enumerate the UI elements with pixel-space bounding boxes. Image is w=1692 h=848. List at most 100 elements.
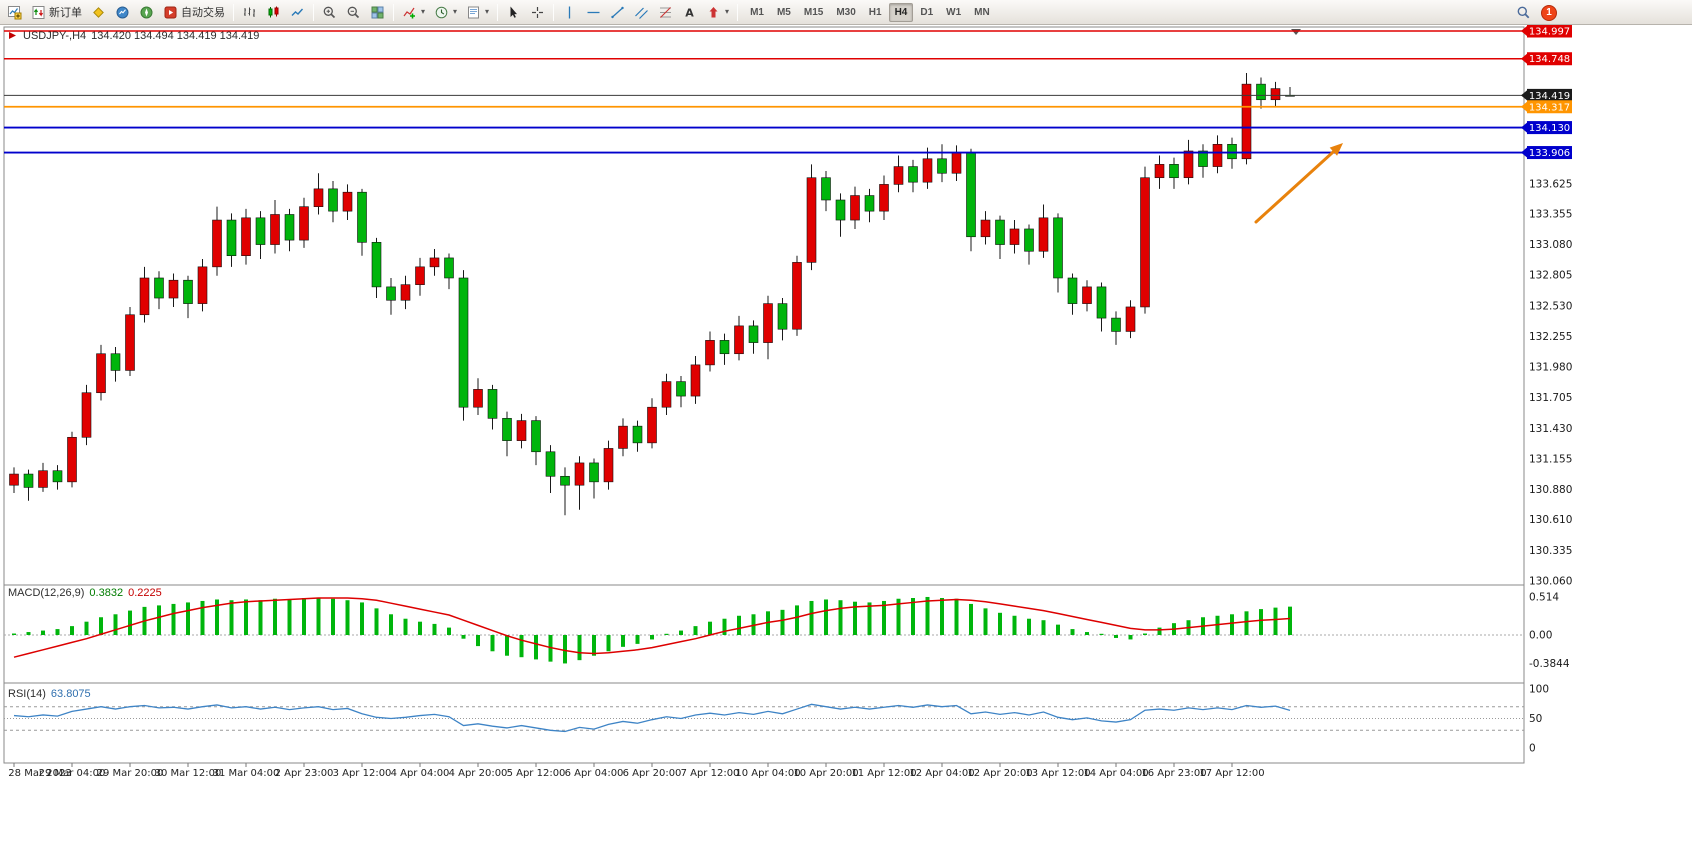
price-badge [1527,52,1572,66]
svg-text:13 Apr 12:00: 13 Apr 12:00 [1025,768,1090,779]
tile-windows-icon [371,6,384,18]
svg-text:4 Apr 20:00: 4 Apr 20:00 [449,768,508,779]
channel-tool-button[interactable] [630,2,653,23]
dropdown-caret: ▾ [725,7,730,16]
cursor-button[interactable] [502,2,525,23]
chart-bars-button[interactable] [238,2,261,23]
toolbar-separator [233,3,234,21]
svg-text:133.625: 133.625 [1529,178,1572,190]
zoom-in-icon [323,6,336,18]
vertical-line-tool-button[interactable] [558,2,581,23]
trendline-tool-button[interactable] [606,2,629,23]
timeframe-h4[interactable]: H4 [888,2,914,22]
svg-text:0.514: 0.514 [1529,591,1559,603]
rsi-panel: 100 50 0 [4,684,1549,755]
chart-frame [3,26,1525,764]
crosshair-button[interactable] [526,2,549,23]
cursor-icon [510,6,518,18]
templates-button[interactable]: ▾ [462,2,493,23]
toolbar-right-group: 1 [1512,2,1557,23]
notification-count: 1 [1546,7,1552,18]
market-watch-icon [116,6,129,18]
fibonacci-tool-button[interactable] [654,2,677,23]
svg-text:6 Apr 04:00: 6 Apr 04:00 [565,768,624,779]
new-chart-button[interactable] [3,2,26,23]
timeframe-w1[interactable]: W1 [946,6,962,18]
navigator-button[interactable] [135,2,158,23]
arrows-tool-button[interactable]: ▾ [702,2,733,23]
svg-text:50: 50 [1529,713,1542,725]
trendline-icon [611,6,624,18]
fibonacci-icon [660,6,672,18]
line-chart-type-icon [291,8,304,16]
svg-text:12 Apr 04:00: 12 Apr 04:00 [909,768,974,779]
svg-text:A: A [685,6,694,19]
new-order-button[interactable]: 新订单 [27,2,86,23]
svg-text:130.060: 130.060 [1529,576,1572,588]
timeframe-m30[interactable]: M30 [836,6,856,18]
toolbar: 新订单 自动交易 [0,0,1692,25]
dropdown-caret: ▾ [421,7,426,16]
dropdown-caret: ▾ [485,7,490,16]
timeframe-group: M1 M5 M15 M30 H1 H4 D1 W1 MN [744,2,996,22]
periods-button[interactable]: ▾ [430,2,461,23]
zoom-out-button[interactable] [342,2,365,23]
market-watch-button[interactable] [111,2,134,23]
svg-text:7 Apr 12:00: 7 Apr 12:00 [681,768,740,779]
notification-badge[interactable]: 1 [1541,4,1557,21]
text-tool-button[interactable]: A [678,2,701,23]
timeframe-m15[interactable]: M15 [803,6,824,18]
svg-text:0.00: 0.00 [1529,630,1552,642]
svg-text:0: 0 [1529,743,1536,755]
timeframe-h1[interactable]: H1 [868,6,882,18]
toolbar-separator [393,3,394,21]
trend-arrow-annotation [1254,143,1343,224]
zoom-in-button[interactable] [318,2,341,23]
search-icon [1517,6,1530,19]
svg-text:6 Apr 20:00: 6 Apr 20:00 [623,768,682,779]
bar-chart-type-icon [244,7,255,17]
toolbar-separator [737,3,739,21]
candles [9,72,1295,516]
tile-windows-button[interactable] [366,2,389,23]
new-order-icon [32,5,45,19]
auto-trading-icon [164,6,177,18]
vertical-line-icon [568,6,571,18]
timeframe-mn[interactable]: MN [974,6,990,18]
chart-candles-button[interactable] [262,2,285,23]
svg-text:29 Mar 20:00: 29 Mar 20:00 [97,768,164,779]
svg-text:131.430: 131.430 [1529,423,1572,435]
svg-text:-0.3844: -0.3844 [1529,658,1570,670]
crosshair-icon [532,6,544,18]
svg-text:30 Mar 12:00: 30 Mar 12:00 [155,768,222,779]
auto-trading-button[interactable]: 自动交易 [159,2,229,23]
metaeditor-button[interactable] [87,2,110,23]
svg-text:130.880: 130.880 [1529,484,1572,496]
zoom-out-icon [347,6,360,18]
macd-panel: 0.514 0.00 -0.3844 [4,591,1570,670]
candlestick-chart-type-icon [268,6,279,17]
price-scale: 133.625 133.355 133.080 132.805 132.530 132.2… [1529,178,1572,587]
horizontal-line-tool-button[interactable] [582,2,605,23]
svg-text:134.130: 134.130 [1529,123,1570,134]
svg-text:29 Mar 04:00: 29 Mar 04:00 [39,768,106,779]
svg-text:10 Apr 20:00: 10 Apr 20:00 [793,768,858,779]
channel-icon [635,7,648,19]
price-badge [1527,88,1572,102]
svg-text:132.255: 132.255 [1529,331,1572,343]
clock-icon [435,6,448,18]
chart-line-button[interactable] [286,2,309,23]
timeframe-m5[interactable]: M5 [776,6,791,18]
svg-text:131.155: 131.155 [1529,454,1572,466]
text-icon: A [685,6,694,19]
new-chart-icon [8,5,22,19]
svg-text:134.997: 134.997 [1529,27,1570,38]
timeframe-d1[interactable]: D1 [920,6,934,18]
indicators-button[interactable]: ▾ [398,2,429,23]
search-button[interactable] [1512,2,1535,23]
timeframe-m1[interactable]: M1 [750,6,764,18]
